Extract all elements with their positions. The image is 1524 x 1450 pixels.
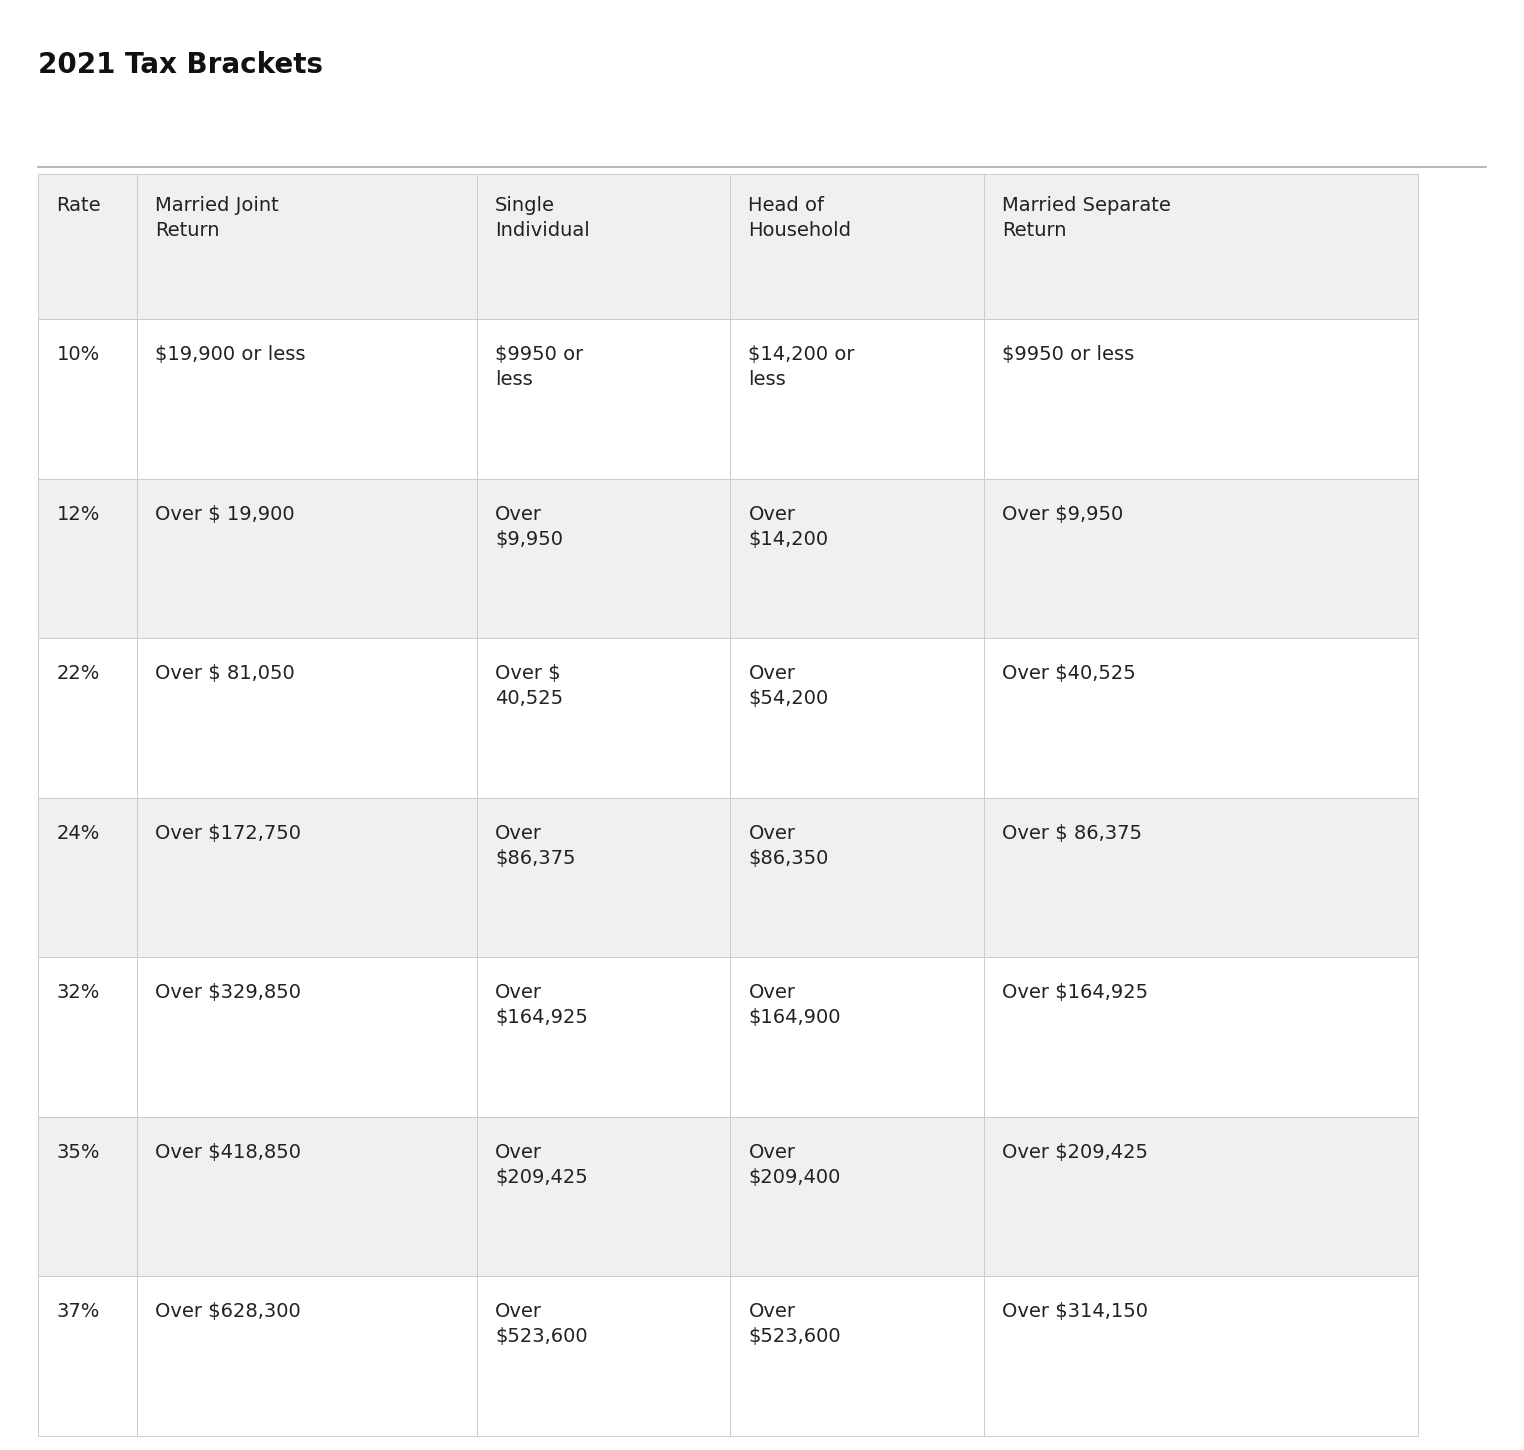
Text: Over
$164,925: Over $164,925 [495, 983, 588, 1027]
Text: Married Joint
Return: Married Joint Return [155, 196, 279, 239]
Text: Over $418,850: Over $418,850 [155, 1143, 300, 1161]
Text: Over
$54,200: Over $54,200 [748, 664, 829, 708]
Text: 12%: 12% [56, 505, 99, 523]
Text: Married Separate
Return: Married Separate Return [1001, 196, 1170, 239]
Text: Over $40,525: Over $40,525 [1001, 664, 1135, 683]
Text: 37%: 37% [56, 1302, 99, 1321]
Text: Over $9,950: Over $9,950 [1001, 505, 1123, 523]
Text: Over $164,925: Over $164,925 [1001, 983, 1148, 1002]
Text: Over $ 81,050: Over $ 81,050 [155, 664, 294, 683]
Text: Over
$209,400: Over $209,400 [748, 1143, 841, 1186]
Text: Head of
Household: Head of Household [748, 196, 852, 239]
Text: Rate: Rate [56, 196, 101, 215]
Text: Over $ 86,375: Over $ 86,375 [1001, 824, 1141, 842]
Text: Over
$209,425: Over $209,425 [495, 1143, 588, 1186]
Text: Over $
40,525: Over $ 40,525 [495, 664, 564, 708]
Text: Over
$86,350: Over $86,350 [748, 824, 829, 867]
Text: Over
$14,200: Over $14,200 [748, 505, 829, 548]
Text: Over
$164,900: Over $164,900 [748, 983, 841, 1027]
Text: $9950 or less: $9950 or less [1001, 345, 1134, 364]
Text: Over $ 19,900: Over $ 19,900 [155, 505, 294, 523]
Text: 35%: 35% [56, 1143, 101, 1161]
Text: 22%: 22% [56, 664, 99, 683]
Text: Over $314,150: Over $314,150 [1001, 1302, 1148, 1321]
Text: Over
$523,600: Over $523,600 [495, 1302, 588, 1346]
Text: $9950 or
less: $9950 or less [495, 345, 584, 389]
Text: Over
$9,950: Over $9,950 [495, 505, 562, 548]
Text: Over $209,425: Over $209,425 [1001, 1143, 1148, 1161]
Text: $14,200 or
less: $14,200 or less [748, 345, 855, 389]
Text: Single
Individual: Single Individual [495, 196, 590, 239]
Text: 2021 Tax Brackets: 2021 Tax Brackets [38, 51, 323, 78]
Text: Over $628,300: Over $628,300 [155, 1302, 300, 1321]
Text: Over
$86,375: Over $86,375 [495, 824, 576, 867]
Text: Over $329,850: Over $329,850 [155, 983, 300, 1002]
Text: Over
$523,600: Over $523,600 [748, 1302, 841, 1346]
Text: Over $172,750: Over $172,750 [155, 824, 300, 842]
Text: $19,900 or less: $19,900 or less [155, 345, 305, 364]
Text: 10%: 10% [56, 345, 99, 364]
Text: 24%: 24% [56, 824, 99, 842]
Text: 32%: 32% [56, 983, 99, 1002]
